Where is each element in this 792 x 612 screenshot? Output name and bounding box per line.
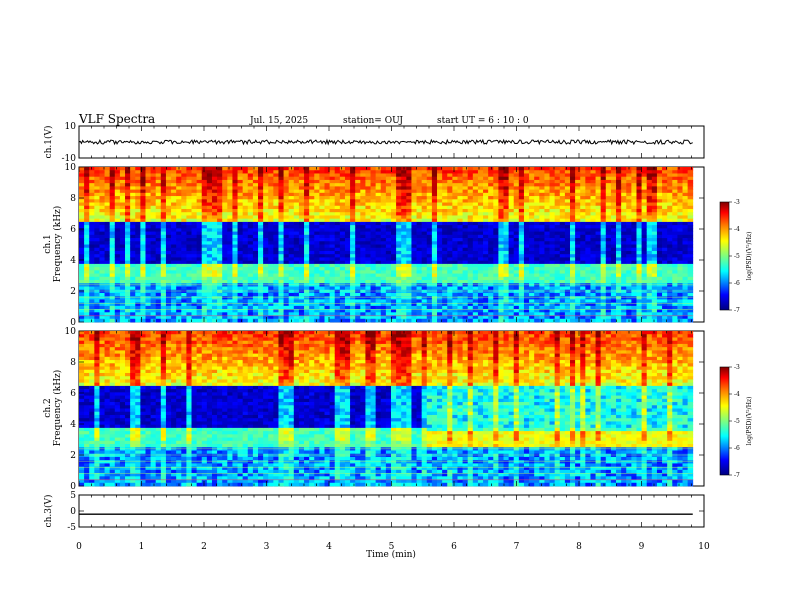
- x-tick-label: 4: [326, 542, 332, 552]
- colorbar-tick-label: -6: [734, 445, 740, 452]
- y-tick-label: 6: [70, 389, 76, 399]
- y-tick-label: 0: [70, 507, 76, 517]
- ch3-waveform-ylabel: ch.3(V): [43, 495, 54, 528]
- y-tick-label: 0: [70, 318, 76, 328]
- colorbar-tick-label: -3: [734, 364, 740, 371]
- colorbar-ticks: -3 -4 -5 -6 -7 -3 -4 -5 -6 -7: [729, 199, 740, 479]
- x-tick-label: 0: [76, 542, 82, 552]
- y-tick-label: 4: [70, 256, 76, 266]
- x-tick-label: 1: [139, 542, 145, 552]
- x-tick-label: 9: [639, 542, 645, 552]
- x-axis-label: Time (min): [366, 549, 416, 560]
- colorbar-tick-label: -7: [734, 307, 740, 314]
- ch1-spectrogram-ylabel: Frequency (kHz): [52, 206, 63, 283]
- y-tick-label: 2: [70, 451, 76, 461]
- y-tick-label: 5: [70, 491, 76, 501]
- y-tick-label: 10: [65, 327, 77, 337]
- ch1-colorbar: [719, 201, 730, 311]
- y-tick-label: 8: [70, 358, 76, 368]
- colorbar-tick-label: -5: [734, 253, 740, 260]
- x-tick-label: 3: [264, 542, 270, 552]
- y-tick-label: 10: [65, 163, 77, 173]
- colorbar-tick-label: -6: [734, 280, 740, 287]
- x-tick-label: 2: [201, 542, 207, 552]
- y-tick-label: -10: [62, 154, 77, 164]
- colorbar-tick-label: -5: [734, 418, 740, 425]
- ch2-colorbar: [719, 366, 730, 476]
- figure-title: VLF Spectra: [78, 112, 155, 126]
- ch1-spectrogram: [79, 167, 694, 323]
- y-tick-label: 2: [70, 287, 76, 297]
- colorbar-tick-label: -7: [734, 472, 740, 479]
- ch2-spectrogram: [79, 331, 694, 487]
- ch2-spectrogram-ylabel: Frequency (kHz): [52, 370, 63, 447]
- date-label: Jul. 15, 2025: [249, 116, 308, 126]
- x-tick-label: 10: [698, 542, 710, 552]
- x-tick-label: 6: [451, 542, 457, 552]
- ch1-waveform-ylabel: ch.1(V): [43, 126, 54, 159]
- y-tick-label: 10: [65, 122, 77, 132]
- y-tick-label: 6: [70, 225, 76, 235]
- y-tick-label: 8: [70, 194, 76, 204]
- y-tick-label: -5: [67, 523, 76, 533]
- x-tick-label: 7: [514, 542, 520, 552]
- x-tick-label: 5: [389, 542, 395, 552]
- y-tick-label: 0: [70, 482, 76, 492]
- colorbar-tick-label: -3: [734, 199, 740, 206]
- colorbar-tick-label: -4: [734, 226, 740, 233]
- ch1-spectrogram-ylabel-channel: ch.1: [43, 234, 53, 253]
- ch2-colorbar-label: log(PSD)(V²/Hz): [746, 397, 753, 446]
- x-tick-label: 8: [576, 542, 582, 552]
- station-label: station= OUJ: [343, 116, 403, 126]
- y-tick-label: 4: [70, 420, 76, 430]
- ch1-waveform-trace: [78, 138, 693, 146]
- start-time-label: start UT = 6 : 10 : 0: [437, 116, 529, 126]
- colorbar-tick-label: -4: [734, 391, 740, 398]
- ch2-spectrogram-ylabel-channel: ch.2: [43, 398, 53, 417]
- ch1-colorbar-label: log(PSD)(V²/Hz): [746, 232, 753, 281]
